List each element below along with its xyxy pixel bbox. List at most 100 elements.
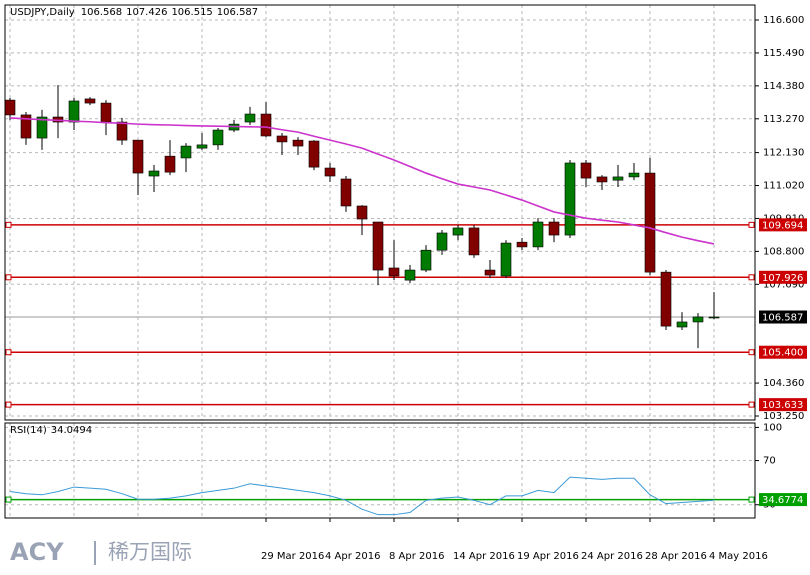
y-tick-label: 104.360 [763,378,804,389]
y-tick-label: 107.690 [763,279,804,290]
level-line-handle [5,349,12,356]
candle-body [500,242,512,277]
candle-body [356,205,368,220]
x-tick-label: 19 Apr 2016 [517,551,579,562]
candle-body [580,162,592,179]
candle-body [36,116,48,139]
candle-body [148,170,160,177]
x-tick-label: 4 Apr 2016 [325,551,380,562]
level-line-label-bg [759,270,807,284]
y-tick-label: 111.020 [763,181,804,192]
last-price-label-bg [759,310,807,324]
level-line-label-bg [759,398,807,412]
level-line-handle [5,274,12,281]
level-line-label-bg [759,218,807,232]
watermark-name: 稀万国际 [108,540,192,564]
candle-body [116,121,128,141]
candle-body [308,140,320,168]
y-tick-label: 114.380 [763,81,804,92]
x-tick-label: 8 Apr 2016 [389,551,444,562]
candle-body [276,135,288,143]
ohlc-low: 106.515 [171,7,212,18]
candle-body [516,241,528,248]
candle-body [132,139,144,174]
candle-body [644,172,656,273]
y-tick-label: 108.800 [763,246,804,257]
candle-body [324,167,336,177]
candle-body [244,113,256,123]
candle-body [292,139,304,147]
rsi-level-line-label-bg [759,493,807,507]
candle-body [164,155,176,173]
candle-body [596,176,608,183]
candle-body [180,145,192,159]
candle-body [404,269,416,281]
level-line-label: 107.926 [762,273,803,284]
candle-body [20,114,32,139]
level-line-handle [748,349,755,356]
watermark-bg [0,532,226,575]
symbol: USDJPY,Daily [10,7,75,18]
x-tick-label: 4 May 2016 [709,551,768,562]
candle-body [708,316,720,319]
candle-body [692,316,704,323]
candle-body [628,172,640,178]
candle-body [388,267,400,277]
candle-body [260,113,272,137]
last-price-label: 106.587 [762,313,803,324]
ohlc-open: 106.568 [81,7,122,18]
y-tick-label: 103.250 [763,411,804,422]
candle-body [436,232,448,251]
candle-body [212,129,224,146]
y-tick-label: 112.130 [763,148,804,159]
candle-body [68,100,80,123]
candle-body [340,178,352,207]
y-tick-label: 100 [763,422,782,433]
x-tick-label: 24 Apr 2016 [581,551,643,562]
rsi-value: 34.0494 [51,425,92,436]
candle-body [420,249,432,271]
candle-body [84,98,96,104]
candle-body [468,227,480,256]
level-line-handle [5,401,12,408]
level-line-label: 103.633 [762,400,803,411]
level-line-label: 109.694 [762,220,803,231]
candle-body [452,227,464,236]
candle-body [100,102,112,123]
candle-body [564,162,576,236]
candle-body [484,269,496,276]
candle-body [660,271,672,327]
y-tick-label: 70 [763,456,776,467]
candle-body [4,99,16,116]
candle-body [372,221,384,271]
y-tick-label: 116.600 [763,15,804,26]
ohlc-close: 106.587 [217,7,258,18]
level-line-handle [748,401,755,408]
level-line-handle [748,274,755,281]
x-tick-label: 29 Mar 2016 [261,551,324,562]
level-line-handle [5,221,12,228]
candle-body [676,321,688,328]
level-line-label: 105.400 [762,348,803,359]
candle-body [532,221,544,248]
x-tick-label: 28 Apr 2016 [645,551,707,562]
chart-title: USDJPY,Daily 106.568 107.426 106.515 106.587 [10,7,258,18]
y-tick-label: 113.270 [763,114,804,125]
level-line-label-bg [759,345,807,359]
candle-body [612,176,624,181]
candle-body [196,144,208,149]
rsi-name: RSI(14) [10,425,47,436]
candle-body [548,221,560,236]
y-tick-label: 115.490 [763,48,804,59]
rsi-level-line-handle [5,496,12,503]
ohlc-high: 107.426 [126,7,167,18]
level-line-handle [748,221,755,228]
rsi-line [9,476,715,516]
main-frame [4,4,756,421]
x-tick-label: 14 Apr 2016 [453,551,515,562]
rsi-title: RSI(14) 34.0494 [10,425,92,436]
rsi-level-line-label: 34.6774 [762,495,803,506]
rsi-level-line-handle [748,496,755,503]
